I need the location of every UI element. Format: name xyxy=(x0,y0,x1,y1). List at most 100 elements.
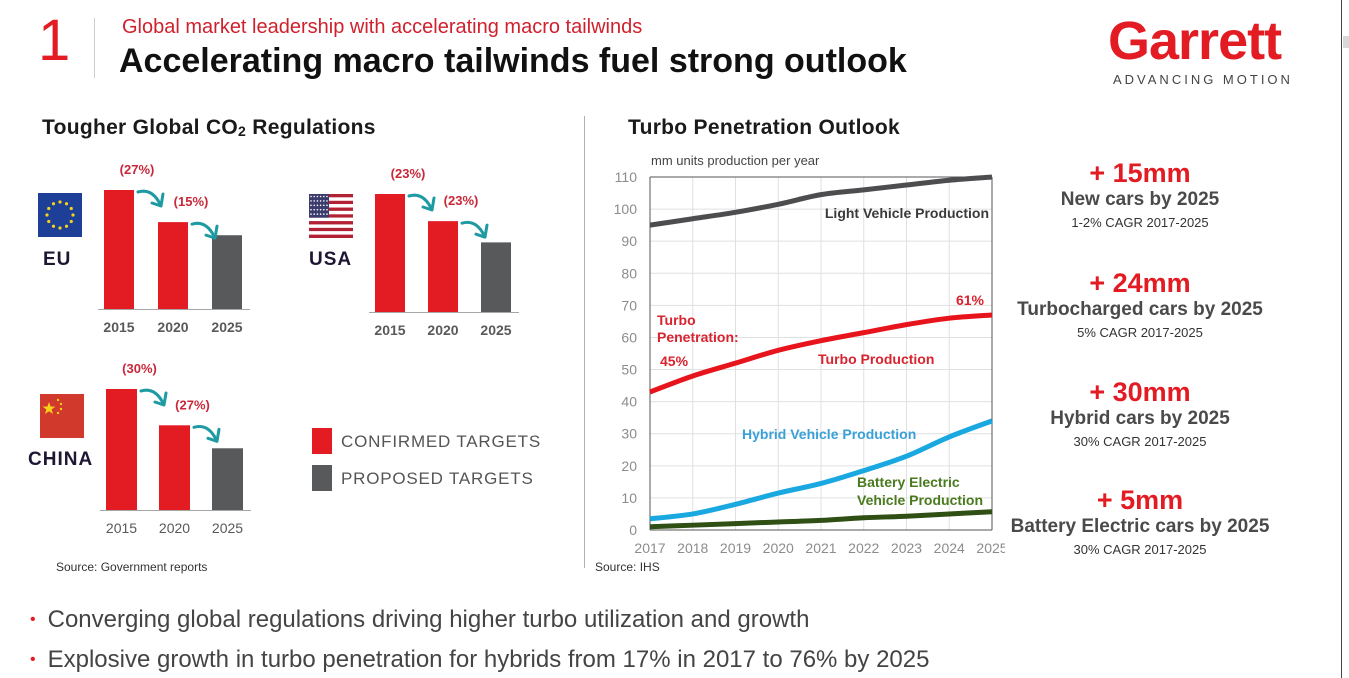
eu-bar-chart: 2015 2020 2025 (27%) (15%) xyxy=(96,150,256,340)
bar-2015 xyxy=(106,389,137,510)
curved-arrow-icon xyxy=(192,425,218,441)
arrow-head-icon xyxy=(150,192,165,208)
legend-label-proposed: PROPOSED TARGETS xyxy=(341,469,534,488)
stat-label: Battery Electric cars by 2025 xyxy=(1010,516,1270,537)
window-edge xyxy=(1341,0,1342,678)
arrow-head-icon xyxy=(474,223,489,239)
bar-chart-svg: 2015 2020 2025 (30%) (27%) xyxy=(100,361,251,536)
scrollbar-thumb[interactable] xyxy=(1343,36,1349,48)
x-tick-label: 2024 xyxy=(934,540,965,556)
x-tick-label: 2015 xyxy=(374,322,405,338)
logo-tagline: ADVANCING MOTION xyxy=(1113,72,1293,87)
x-tick-label: 2019 xyxy=(720,540,751,556)
bullet-item: • Converging global regulations driving h… xyxy=(30,606,809,634)
legend-swatch-confirmed xyxy=(312,428,332,454)
curved-arrow-icon xyxy=(407,193,433,210)
hybrid-production-label: Hybrid Vehicle Production xyxy=(742,426,916,442)
stat-cagr: 30% CAGR 2017-2025 xyxy=(1073,542,1207,557)
x-tick-label: 2015 xyxy=(103,319,134,335)
light-vehicle-line xyxy=(649,174,993,228)
bar-chart-svg: 2015 2020 2025 (27%) (15%) xyxy=(98,162,250,335)
change-label: (23%) xyxy=(391,166,426,181)
stat-label: New cars by 2025 xyxy=(1060,189,1220,210)
bar-2015 xyxy=(375,194,405,312)
arrow-head-icon xyxy=(206,427,221,443)
turbo-penetration-start: 45% xyxy=(660,353,689,369)
x-tick-label: 2025 xyxy=(976,540,1005,556)
x-tick-label: 2020 xyxy=(763,540,794,556)
china-flag-icon xyxy=(40,394,84,443)
y-tick-label: 50 xyxy=(621,362,637,378)
y-tick-label: 20 xyxy=(621,458,637,474)
x-tick-label: 2023 xyxy=(891,540,922,556)
china-bar-chart: 2015 2020 2025 (30%) (27%) xyxy=(90,350,265,540)
bar-2020 xyxy=(159,425,190,510)
co2-title-suffix: Regulations xyxy=(246,116,376,139)
section-divider xyxy=(584,116,585,568)
turbo-production-line xyxy=(649,312,993,395)
bullet-dot-icon: • xyxy=(30,611,36,628)
turbo-section-title: Turbo Penetration Outlook xyxy=(628,116,900,139)
y-axis-label: mm units production per year xyxy=(651,153,820,168)
change-label: (27%) xyxy=(120,162,155,177)
stat-turbo-cars: + 24mm Turbocharged cars by 2025 5% CAGR… xyxy=(990,268,1290,340)
eu-label: EU xyxy=(43,249,72,270)
stat-cagr: 1-2% CAGR 2017-2025 xyxy=(1071,215,1209,230)
turbo-penetration-label: Penetration: xyxy=(657,329,739,345)
arrow-head-icon xyxy=(204,224,219,240)
co2-title-prefix: Tougher Global CO xyxy=(42,116,239,139)
x-tick-label: 2022 xyxy=(848,540,879,556)
bullet-text: Converging global regulations driving hi… xyxy=(47,606,810,633)
co2-source: Source: Government reports xyxy=(56,560,208,574)
usa-bar-chart: 2015 2020 2025 (23%) (23%) xyxy=(364,150,524,342)
y-tick-label: 60 xyxy=(621,329,637,345)
eu-flag-icon xyxy=(38,193,82,242)
bar-2025 xyxy=(212,235,242,309)
y-tick-label: 100 xyxy=(614,201,638,217)
turbo-source: Source: IHS xyxy=(595,560,660,574)
page-subtitle: Global market leadership with accelerati… xyxy=(122,16,643,38)
page-title: Accelerating macro tailwinds fuel strong… xyxy=(119,42,907,80)
bullet-item: • Explosive growth in turbo penetration f… xyxy=(30,646,929,674)
bar-2025 xyxy=(481,242,511,312)
x-tick-label: 2025 xyxy=(480,322,511,338)
y-tick-label: 10 xyxy=(621,490,637,506)
x-tick-label: 2017 xyxy=(634,540,665,556)
header-divider xyxy=(94,18,95,78)
x-tick-label: 2025 xyxy=(212,520,243,536)
co2-title-subscript: 2 xyxy=(238,123,247,139)
bar-2025 xyxy=(212,448,243,510)
change-label: (23%) xyxy=(444,193,479,208)
stat-label: Turbocharged cars by 2025 xyxy=(1017,299,1263,320)
y-tick-label: 90 xyxy=(621,233,637,249)
stat-bev-cars: + 5mm Battery Electric cars by 2025 30% … xyxy=(990,485,1290,557)
y-tick-label: 0 xyxy=(629,522,637,538)
curved-arrow-icon xyxy=(460,220,486,237)
stat-new-cars: + 15mm New cars by 2025 1-2% CAGR 2017-2… xyxy=(990,158,1290,230)
usa-flag-icon xyxy=(309,194,353,243)
bar-chart-svg: 2015 2020 2025 (23%) (23%) xyxy=(369,166,519,338)
turbo-penetration-label: Turbo xyxy=(657,312,696,328)
arrow-head-icon xyxy=(421,196,436,212)
bar-2020 xyxy=(428,221,458,312)
bev-production-label: Vehicle Production xyxy=(857,492,983,508)
hybrid-production-line xyxy=(649,418,993,522)
curved-arrow-icon xyxy=(136,189,162,206)
x-tick-label: 2020 xyxy=(157,319,188,335)
usa-label: USA xyxy=(309,249,353,270)
x-tick-label: 2015 xyxy=(106,520,137,536)
x-tick-label: 2020 xyxy=(159,520,190,536)
bev-production-label: Battery Electric xyxy=(857,474,960,490)
y-tick-label: 30 xyxy=(621,426,637,442)
china-label: CHINA xyxy=(28,449,94,470)
turbo-penetration-end: 61% xyxy=(956,292,985,308)
y-tick-label: 110 xyxy=(615,169,638,185)
stat-hybrid-cars: + 30mm Hybrid cars by 2025 30% CAGR 2017… xyxy=(990,377,1290,449)
garrett-logo: Garrett xyxy=(1108,11,1282,71)
bullet-text: Explosive growth in turbo penetration fo… xyxy=(47,646,930,673)
change-label: (30%) xyxy=(122,361,157,376)
bar-2015 xyxy=(104,190,134,309)
turbo-line-chart: mm units production per year 0 10 20 30 40 50 6… xyxy=(595,148,1008,573)
stat-value: + 30mm xyxy=(1089,377,1191,407)
light-vehicle-label: Light Vehicle Production xyxy=(825,205,989,221)
